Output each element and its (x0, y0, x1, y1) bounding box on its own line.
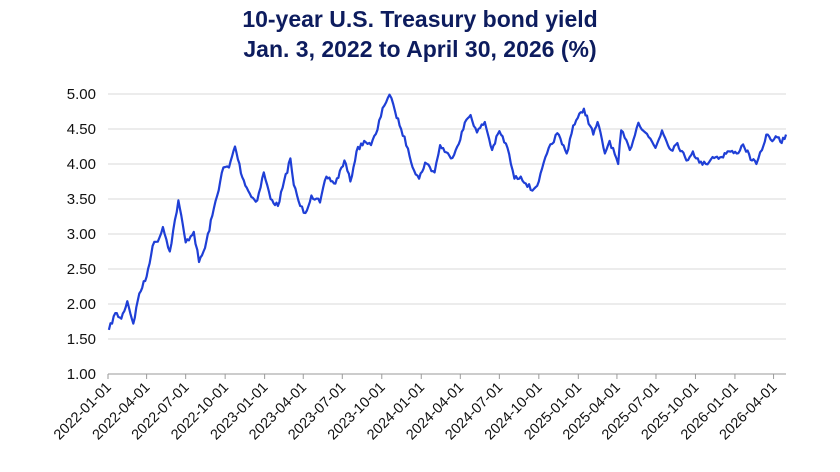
y-tick-label: 1.00 (67, 366, 96, 383)
chart-subtitle: Jan. 3, 2022 to April 30, 2026 (%) (243, 36, 597, 62)
chart-title-block: 10-year U.S. Treasury bond yield Jan. 3,… (0, 4, 840, 64)
y-tick-label: 3.00 (67, 226, 96, 243)
yield-series-line (107, 93, 788, 331)
y-axis-ticks: 1.00 1.50 2.00 2.50 3.00 3.50 4.00 4.50 5.00 (67, 86, 96, 383)
chart-title: 10-year U.S. Treasury bond yield (242, 6, 598, 32)
y-tick-label: 5.00 (67, 86, 96, 103)
y-tick-label: 2.50 (67, 261, 96, 278)
gridlines (108, 93, 786, 375)
y-tick-label: 1.50 (67, 331, 96, 348)
y-tick-label: 3.50 (67, 191, 96, 208)
y-tick-label: 4.00 (67, 156, 96, 173)
series-layer (107, 93, 788, 331)
y-tick-label: 2.00 (67, 296, 96, 313)
y-tick-label: 4.50 (67, 121, 96, 138)
x-axis-ticks: 2022-01-012022-04-012022-07-012022-10-01… (51, 374, 780, 443)
